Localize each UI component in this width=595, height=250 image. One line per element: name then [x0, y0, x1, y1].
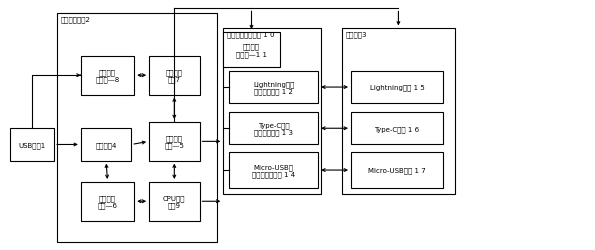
Bar	[149, 57, 199, 95]
Text: 接口检测识别模块 1 0: 接口检测识别模块 1 0	[227, 31, 274, 38]
Bar	[223, 33, 280, 68]
Text: Micro-USB接口 1 7: Micro-USB接口 1 7	[368, 167, 426, 174]
Text: Type-C接口
检测识别模块 1 3: Type-C接口 检测识别模块 1 3	[254, 122, 293, 136]
Text: 过电压保
护模块—8: 过电压保 护模块—8	[95, 69, 120, 83]
Bar	[342, 29, 455, 194]
Text: Type-C接口 1 6: Type-C接口 1 6	[374, 126, 419, 132]
Text: 过电压保
护模块—1 1: 过电压保 护模块—1 1	[236, 43, 267, 58]
Bar	[229, 112, 318, 145]
Text: 转换开关
模块—6: 转换开关 模块—6	[98, 194, 118, 208]
Bar	[81, 182, 134, 221]
Text: 信号处理模块2: 信号处理模块2	[61, 16, 90, 23]
Text: USB接口1: USB接口1	[18, 142, 45, 148]
Bar	[229, 72, 318, 104]
Bar	[229, 152, 318, 188]
Bar	[57, 14, 217, 242]
Bar	[149, 122, 199, 161]
Text: 转换开关
模块—5: 转换开关 模块—5	[164, 135, 184, 149]
Text: 滤波模块4: 滤波模块4	[95, 142, 117, 148]
Text: Lightning接口
检测识别模块 1 2: Lightning接口 检测识别模块 1 2	[253, 81, 295, 95]
Text: Lightning接口 1 5: Lightning接口 1 5	[369, 84, 424, 91]
Bar	[81, 129, 131, 161]
Text: Micro-USB接
口检测识别模块 1 4: Micro-USB接 口检测识别模块 1 4	[252, 163, 295, 178]
Text: CPU控制
模块9: CPU控制 模块9	[163, 194, 186, 208]
Bar	[10, 129, 54, 161]
Bar	[351, 112, 443, 145]
Bar	[351, 72, 443, 104]
Bar	[223, 29, 321, 194]
Text: 输出接口3: 输出接口3	[346, 31, 367, 38]
Text: 手机识别
模块7: 手机识别 模块7	[166, 69, 183, 83]
Bar	[149, 182, 199, 221]
Bar	[81, 57, 134, 95]
Bar	[351, 152, 443, 188]
